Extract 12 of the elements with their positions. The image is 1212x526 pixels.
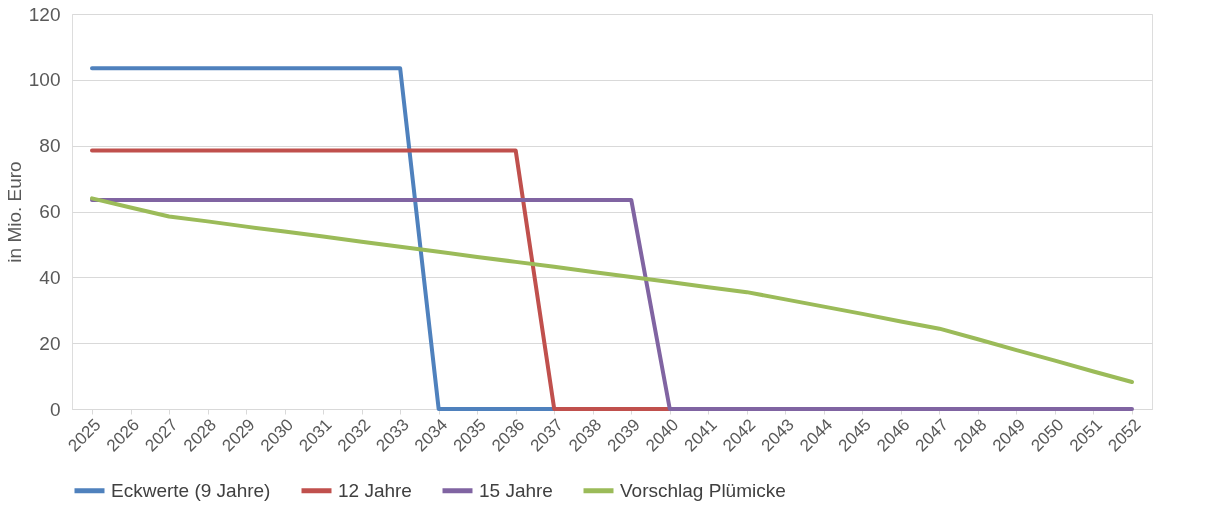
y-tick-label: 80 [39,135,61,157]
y-tick-label: 120 [28,3,61,25]
y-tick-label: 60 [39,201,61,222]
y-tick-label: 100 [28,69,61,91]
y-tick-label: 0 [49,398,61,420]
y-tick-label: 20 [39,332,61,354]
y-axis-title: in Mio. Euro [3,161,25,263]
y-tick-label: 40 [39,266,61,288]
legend-label: 12 Jahre [338,479,412,501]
legend-label: Vorschlag Plümicke [620,479,786,501]
legend-label: 15 Jahre [479,479,553,501]
legend-label: Eckwerte (9 Jahre) [111,479,271,501]
